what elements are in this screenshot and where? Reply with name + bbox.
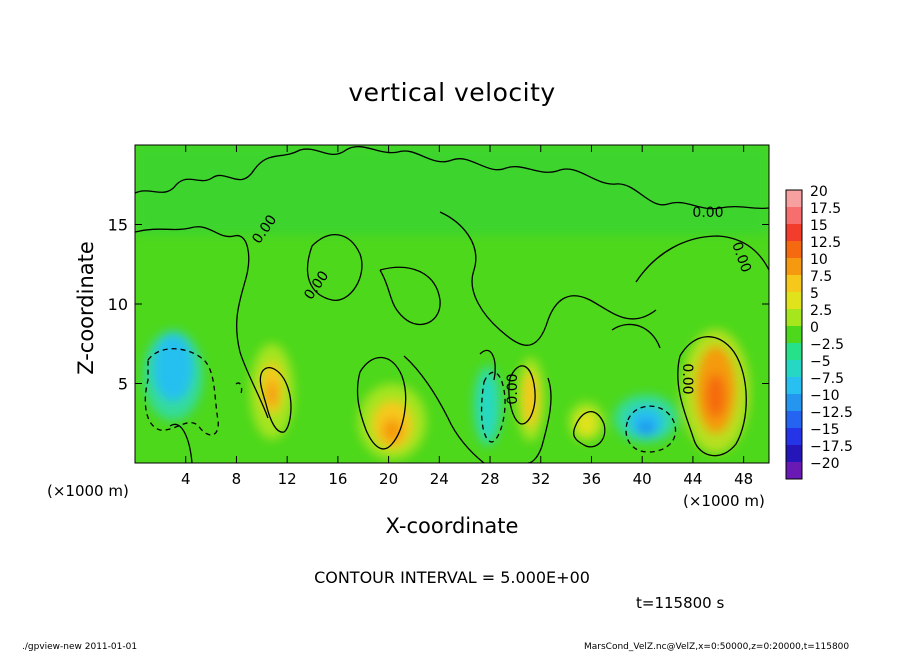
y-tick-label: 10: [108, 295, 128, 314]
x-axis-label: X-coordinate: [385, 514, 519, 538]
field-core-inner: [705, 373, 726, 418]
colorbar-label: 0: [810, 320, 819, 336]
colorbar-label: −15: [810, 422, 840, 438]
colorbar-swatch: [786, 360, 802, 377]
colorbar-label: −12.5: [810, 405, 853, 421]
x-tick-label: 48: [734, 470, 753, 488]
colorbar-swatch: [786, 326, 802, 343]
colorbar-swatch: [786, 462, 802, 479]
colorbar-label: 15: [810, 218, 828, 234]
y-tick-label: 15: [108, 216, 128, 235]
colorbar-label: −7.5: [810, 371, 844, 387]
colorbar-swatch: [786, 343, 802, 360]
contour-label: 0.00: [505, 373, 521, 404]
colorbar-label: 7.5: [810, 269, 832, 285]
contour-solid: [479, 349, 496, 381]
contour-solid: [611, 323, 661, 349]
colorbar-label: −17.5: [810, 439, 853, 455]
colorbar-swatch: [786, 411, 802, 428]
contour-label: 0.00: [679, 363, 695, 394]
contour-solid: [635, 235, 769, 283]
contour-label: 0.00: [692, 205, 723, 221]
colorbar-label: 10: [810, 252, 828, 268]
colorbar-swatch: [786, 224, 802, 241]
contour-dashed: [235, 382, 243, 397]
x-tick-label: 44: [683, 470, 702, 488]
time-label: t=115800 s: [636, 594, 725, 612]
field-core: [153, 333, 194, 402]
upper-layer: [135, 145, 769, 235]
contour-solid: [135, 226, 269, 419]
contour-solid: [356, 356, 407, 450]
y-tick-label: 5: [118, 375, 128, 394]
colorbar-swatch: [786, 394, 802, 411]
x-tick-label: 24: [430, 470, 449, 488]
colorbar-label: 20: [810, 184, 828, 200]
field-core-inner: [266, 381, 278, 408]
colorbar: 2017.51512.5107.552.50−2.5−5−7.5−10−12.5…: [785, 184, 853, 480]
colorbar-label: 2.5: [810, 303, 832, 319]
colorbar-label: 12.5: [810, 235, 841, 251]
colorbar-swatch: [786, 207, 802, 224]
colorbar-swatch: [786, 377, 802, 394]
contour-solid: [169, 423, 193, 463]
colorbar-swatch: [786, 275, 802, 292]
x-tick-label: 4: [181, 470, 191, 488]
field-core-inner: [637, 420, 656, 436]
footer-left: ./gpview-new 2011-01-01: [22, 642, 138, 652]
y-axis-label: Z-coordinate: [74, 241, 98, 375]
colorbar-frame: [785, 189, 803, 480]
contour-lines: [135, 146, 769, 463]
colorbar-label: 17.5: [810, 201, 841, 217]
contour-solid: [572, 411, 606, 448]
contour-solid: [508, 365, 536, 425]
contour-dashed: [480, 371, 506, 443]
colorbar-label: −5: [810, 354, 831, 370]
colorbar-label: −20: [810, 456, 840, 472]
field-core: [575, 410, 598, 437]
field-core: [522, 371, 539, 428]
colorbar-swatch: [786, 241, 802, 258]
x-tick-label: 8: [232, 470, 242, 488]
contour-dashed: [625, 405, 677, 453]
x-unit-label: (×1000 m): [47, 482, 129, 500]
footer-right: MarsCond_VelZ.nc@VelZ,x=0:50000,z=0:2000…: [584, 642, 850, 652]
contour-dashed: [144, 348, 219, 436]
colorbar-label: 5: [810, 286, 819, 302]
contour-solid: [527, 377, 552, 463]
field-core: [479, 377, 496, 438]
colorbar-swatch: [786, 258, 802, 275]
colorbar-label: −10: [810, 388, 840, 404]
x-tick-label: 40: [633, 470, 652, 488]
colorbar-swatch: [786, 309, 802, 326]
contour-solid: [135, 146, 769, 210]
x-tick-label: 16: [328, 470, 347, 488]
contour-solid: [379, 266, 441, 326]
colorbar-swatch: [786, 428, 802, 445]
colorbar-swatch: [786, 445, 802, 462]
colorbar-swatch: [786, 292, 802, 309]
x-tick-label: 32: [531, 470, 550, 488]
colorbar-swatch: [786, 190, 802, 207]
x-tick-label: 12: [278, 470, 297, 488]
contour-solid: [439, 211, 657, 346]
contour-solid: [306, 234, 363, 301]
contour-solid: [677, 336, 747, 457]
y-unit-label: (×1000 m): [683, 492, 765, 510]
colorbar-label: −2.5: [810, 337, 844, 353]
x-tick-label: 28: [480, 470, 499, 488]
contour-interval: CONTOUR INTERVAL = 5.000E+00: [314, 568, 590, 587]
contour-solid: [403, 355, 485, 463]
field-shading: [135, 145, 769, 460]
contour-solid: [259, 367, 292, 433]
x-tick-label: 20: [379, 470, 398, 488]
x-tick-label: 36: [582, 470, 601, 488]
chart-title: vertical velocity: [348, 78, 556, 107]
